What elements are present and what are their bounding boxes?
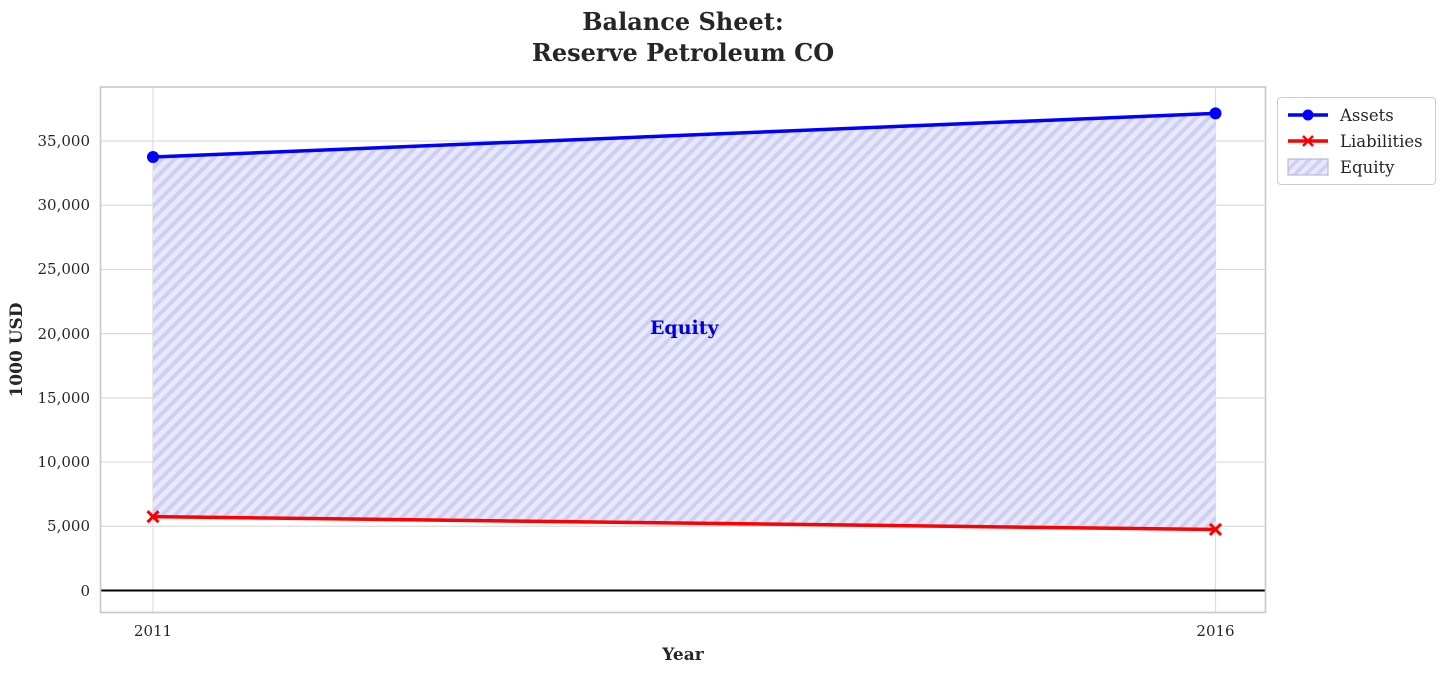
y-tick-label: 30,000	[37, 196, 91, 215]
y-tick-label: 20,000	[37, 324, 91, 343]
legend-label-assets: Assets	[1340, 105, 1394, 125]
x-axis-label: Year	[662, 645, 704, 665]
liabilities-line	[152, 514, 1216, 532]
y-axis-label: 1000 USD	[7, 302, 27, 398]
liabilities-line-swatch	[1288, 135, 1328, 147]
y-tick-label: 25,000	[37, 260, 91, 279]
legend: Assets Liabilities Equity	[1277, 97, 1436, 185]
axes-frame	[99, 86, 1267, 614]
legend-label-liabilities: Liabilities	[1340, 131, 1423, 151]
y-tick-label: 10,000	[37, 453, 91, 472]
y-tick-label: 0	[80, 581, 90, 600]
y-tick-label: 5,000	[47, 517, 90, 536]
legend-entry-assets: Assets	[1287, 105, 1423, 125]
assets-line-swatch	[1288, 109, 1328, 121]
assets-marker	[1209, 107, 1222, 120]
chart-title-line2: Reserve Petroleum CO	[531, 38, 835, 67]
liabilities-marker	[1208, 522, 1223, 537]
y-tick-label: 35,000	[37, 132, 91, 150]
x-tick-label: 2011	[133, 622, 173, 640]
equity-hatch-swatch	[1287, 158, 1329, 176]
chart-title-line1: Balance Sheet:	[582, 7, 784, 36]
legend-entry-liabilities: Liabilities	[1287, 131, 1423, 151]
equity-fill-area	[153, 113, 1216, 530]
x-tick-label: 2016	[1196, 622, 1235, 640]
equity-annotation: Equity	[649, 316, 719, 339]
chart-title: Balance Sheet: Reserve Petroleum CO	[383, 6, 983, 68]
legend-label-equity: Equity	[1340, 157, 1395, 177]
assets-marker	[147, 151, 159, 164]
y-tick-label: 15,000	[37, 388, 91, 407]
assets-line	[152, 111, 1216, 159]
liabilities-marker	[146, 510, 160, 524]
legend-entry-equity: Equity	[1287, 157, 1423, 177]
